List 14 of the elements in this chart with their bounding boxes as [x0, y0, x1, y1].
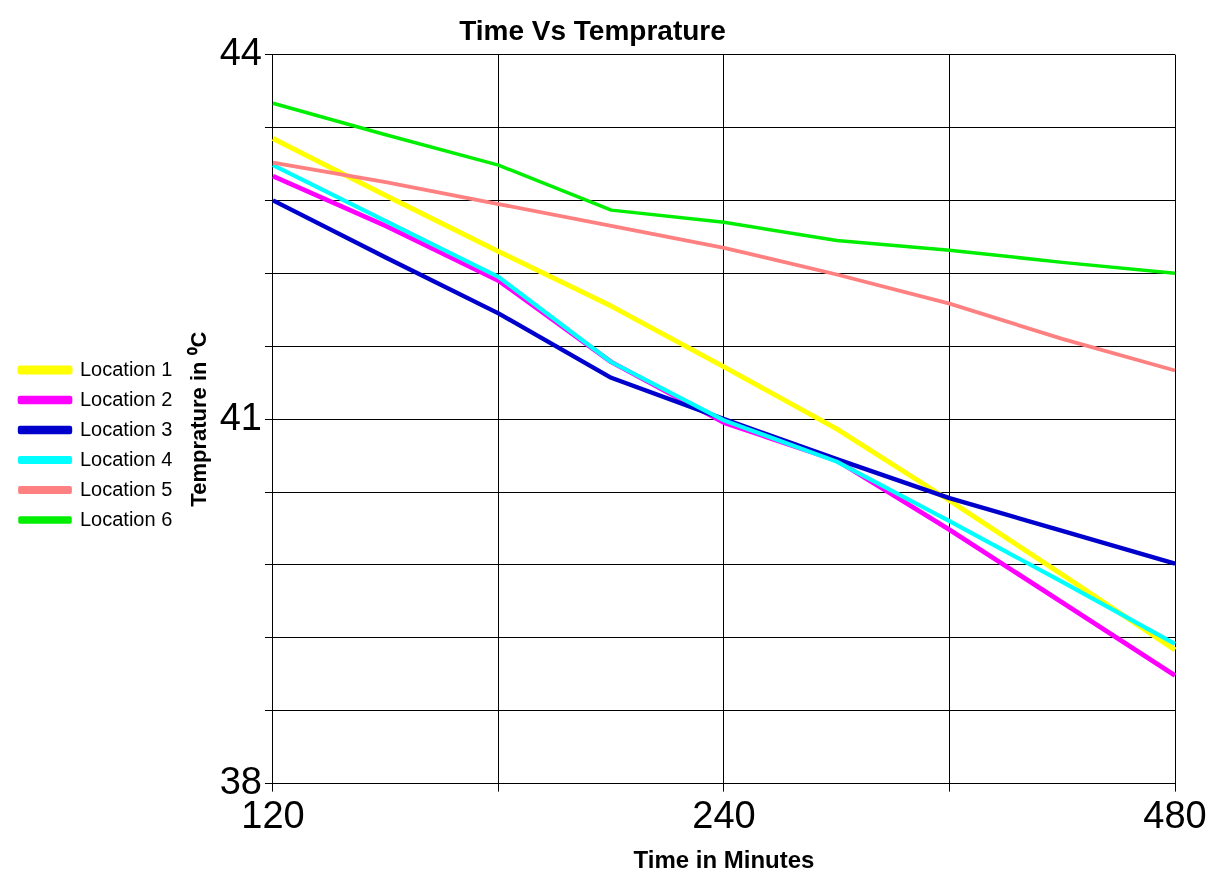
- y-tick-label: 41: [219, 395, 262, 438]
- x-axis-title: Time in Minutes: [633, 846, 815, 874]
- legend-label: Location 3: [80, 417, 173, 440]
- legend-label: Location 2: [80, 387, 173, 410]
- x-tick-label: 240: [692, 793, 756, 836]
- legend-label: Location 1: [80, 357, 173, 380]
- x-tick-label: 120: [241, 793, 305, 836]
- legend-label: Location 4: [80, 447, 173, 470]
- x-tick-label: 480: [1143, 793, 1207, 836]
- legend-label: Location 6: [80, 507, 173, 530]
- chart-title: Time Vs Temprature: [459, 14, 726, 46]
- legend-label: Location 5: [80, 477, 173, 500]
- y-tick-label: 44: [219, 31, 262, 74]
- y-axis-title: Temprature in ⁰C: [185, 331, 211, 507]
